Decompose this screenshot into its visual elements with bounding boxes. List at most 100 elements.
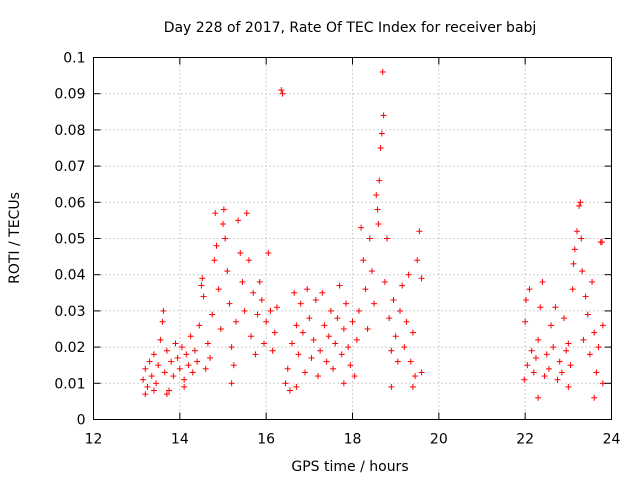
data-point	[258, 297, 265, 304]
data-point	[200, 293, 207, 300]
data-point	[394, 358, 401, 365]
data-point	[155, 362, 162, 369]
data-point	[364, 326, 371, 332]
data-point	[405, 271, 412, 278]
data-point	[351, 373, 358, 380]
data-point	[545, 365, 552, 372]
data-point	[159, 318, 166, 325]
data-point	[396, 307, 403, 314]
data-point	[254, 311, 261, 318]
data-point	[403, 318, 410, 325]
data-point	[586, 351, 593, 358]
data-point	[157, 336, 164, 343]
data-point	[595, 344, 602, 351]
data-point	[362, 286, 369, 293]
data-point	[416, 228, 423, 235]
data-point	[374, 206, 381, 213]
data-point	[185, 362, 192, 369]
data-point	[340, 326, 347, 332]
data-point	[308, 354, 315, 361]
data-point	[338, 351, 345, 358]
data-point	[530, 369, 537, 376]
data-point	[170, 373, 177, 380]
data-point	[163, 391, 170, 398]
data-point	[265, 249, 272, 256]
data-point	[181, 376, 188, 383]
y-tick-label: 0.06	[54, 195, 85, 211]
data-point	[576, 202, 583, 209]
data-point	[211, 257, 218, 264]
x-tick-label: 24	[603, 432, 621, 448]
data-point	[388, 383, 395, 390]
data-point	[377, 145, 384, 151]
data-point	[330, 365, 337, 372]
y-tick-label: 0.1	[63, 51, 85, 67]
data-point	[194, 358, 201, 365]
data-point	[150, 351, 157, 358]
data-point	[220, 206, 227, 213]
data-point	[204, 340, 211, 347]
data-point	[295, 351, 302, 358]
data-point	[366, 235, 373, 242]
data-point	[235, 217, 242, 224]
data-point	[279, 90, 286, 97]
data-point	[191, 347, 198, 354]
data-point	[228, 380, 235, 387]
data-point	[323, 358, 330, 365]
data-point	[343, 300, 350, 307]
data-point	[150, 387, 157, 394]
data-point	[591, 329, 598, 336]
data-point	[537, 304, 544, 311]
data-point	[550, 344, 557, 351]
data-point	[312, 297, 319, 304]
data-point	[327, 307, 334, 314]
data-point	[565, 383, 572, 390]
data-point	[332, 340, 339, 347]
data-point	[381, 278, 388, 285]
data-point	[599, 322, 606, 329]
data-point	[142, 391, 149, 398]
data-point	[535, 336, 542, 343]
data-point	[176, 365, 183, 372]
chart-title: Day 228 of 2017, Rate Of TEC Index for r…	[164, 20, 537, 36]
data-point	[181, 383, 188, 390]
data-point	[241, 307, 248, 314]
data-point	[580, 336, 587, 343]
data-point	[282, 380, 289, 387]
data-point	[304, 286, 311, 293]
data-point	[379, 68, 386, 75]
data-point	[187, 333, 194, 340]
data-point	[228, 344, 235, 351]
data-point	[153, 380, 160, 387]
y-axis-label: ROTI / TECUs	[7, 192, 23, 284]
data-point	[589, 278, 596, 285]
data-point	[571, 246, 578, 253]
data-point	[189, 369, 196, 376]
data-point	[209, 311, 216, 318]
data-point	[552, 304, 559, 311]
data-point	[256, 278, 263, 285]
data-point	[522, 318, 529, 325]
data-point	[207, 354, 214, 361]
data-point	[140, 376, 147, 383]
data-point	[250, 289, 257, 296]
y-tick-label: 0.09	[54, 87, 85, 103]
data-point	[273, 304, 280, 311]
data-point	[371, 300, 378, 307]
data-point	[578, 235, 585, 242]
y-tick-label: 0.08	[54, 123, 85, 139]
data-point	[349, 318, 356, 325]
data-point	[293, 383, 300, 390]
data-point	[360, 257, 367, 264]
data-point	[418, 275, 425, 282]
data-point	[239, 278, 246, 285]
data-point	[378, 130, 385, 137]
data-point	[554, 376, 561, 383]
data-point	[174, 354, 181, 361]
data-point	[523, 297, 530, 304]
y-tick-label: 0.02	[54, 340, 85, 356]
data-point	[222, 235, 229, 242]
data-point	[314, 373, 321, 380]
data-point	[232, 318, 239, 325]
data-point	[226, 300, 233, 307]
